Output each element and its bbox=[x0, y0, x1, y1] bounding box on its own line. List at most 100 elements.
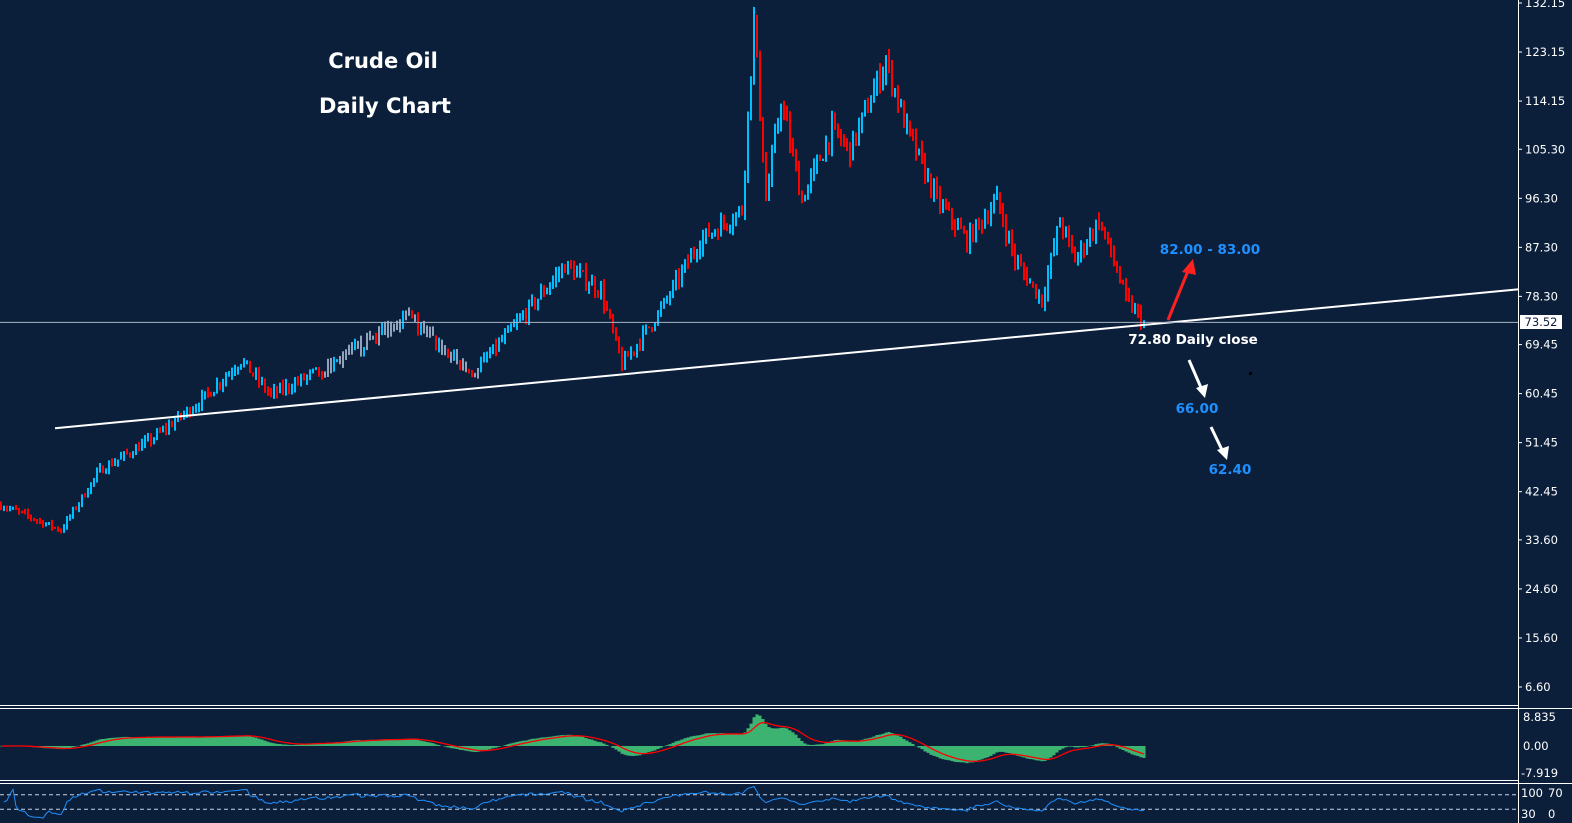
macd-histogram-bar bbox=[905, 740, 909, 746]
macd-histogram-bar bbox=[827, 742, 831, 746]
macd-histogram-bar bbox=[977, 746, 981, 761]
macd-histogram-bar bbox=[251, 737, 255, 746]
macd-histogram-bar bbox=[1115, 746, 1119, 748]
macd-histogram-bar bbox=[209, 736, 213, 746]
macd-histogram-bar bbox=[647, 746, 651, 753]
macd-histogram-bar bbox=[785, 728, 789, 746]
trendline bbox=[54, 288, 1520, 430]
macd-histogram-bar bbox=[179, 736, 183, 746]
macd-histogram-bar bbox=[572, 735, 576, 746]
macd-histogram-bar bbox=[371, 739, 375, 746]
macd-histogram-bar bbox=[128, 736, 132, 746]
macd-histogram-bar bbox=[731, 734, 735, 746]
macd-histogram-bar bbox=[140, 737, 144, 746]
macd-histogram-bar bbox=[449, 746, 453, 749]
macd-histogram-bar bbox=[908, 742, 912, 746]
macd-histogram-bar bbox=[596, 741, 600, 746]
macd-histogram-bar bbox=[512, 742, 516, 746]
macd-histogram-bar bbox=[344, 741, 348, 746]
macd-histogram-bar bbox=[164, 737, 168, 746]
macd-histogram-bar bbox=[1055, 746, 1059, 753]
macd-histogram-bar bbox=[332, 742, 336, 746]
macd-histogram-bar bbox=[617, 746, 621, 752]
macd-histogram-bar bbox=[560, 735, 564, 746]
macd-histogram-bar bbox=[1070, 746, 1074, 747]
macd-histogram-bar bbox=[74, 746, 78, 747]
rsi-tick: 0 bbox=[1548, 807, 1555, 821]
macd-histogram-bar bbox=[917, 746, 921, 748]
macd-histogram-bar bbox=[1082, 746, 1086, 748]
macd-histogram-bar bbox=[911, 743, 915, 746]
macd-histogram-bar bbox=[635, 746, 639, 756]
macd-histogram-bar bbox=[227, 735, 231, 746]
macd-histogram-bar bbox=[338, 742, 342, 746]
macd-histogram-bar bbox=[698, 735, 702, 746]
macd-histogram-bar bbox=[260, 739, 264, 746]
macd-histogram-bar bbox=[503, 745, 507, 746]
macd-histogram-bar bbox=[1067, 746, 1071, 747]
macd-histogram-bar bbox=[956, 746, 960, 763]
price-axis: 132.15 123.15 114.15 105.30 96.30 87.30 78.30 6… bbox=[1518, 0, 1565, 694]
macd-histogram-bar bbox=[821, 744, 825, 746]
macd-histogram-bar bbox=[488, 746, 492, 750]
macd-histogram-bar bbox=[446, 746, 450, 748]
macd-histogram-bar bbox=[929, 746, 933, 755]
macd-histogram-bar bbox=[68, 746, 72, 749]
macd-histogram-bar bbox=[542, 737, 546, 746]
macd-histogram-bar bbox=[491, 746, 495, 749]
macd-histogram-bar bbox=[638, 746, 642, 756]
macd-histogram-bar bbox=[599, 742, 603, 746]
macd-histogram-bar bbox=[884, 732, 888, 746]
annotation-arrows bbox=[1166, 259, 1252, 460]
macd-histogram-bar bbox=[419, 740, 423, 746]
macd-histogram-bar bbox=[104, 738, 108, 746]
macd-histogram-bar bbox=[533, 738, 537, 746]
macd-histogram-bar bbox=[71, 746, 75, 748]
macd-histogram-bar bbox=[107, 738, 111, 746]
macd-histogram-bar bbox=[845, 740, 849, 746]
macd-histogram-bar bbox=[581, 736, 585, 746]
macd-histogram-bar bbox=[254, 737, 258, 746]
macd-histogram-bar bbox=[830, 741, 834, 746]
macd-histogram-bar bbox=[152, 737, 156, 746]
macd-histogram-bar bbox=[968, 746, 972, 763]
macd-histogram-bar bbox=[824, 743, 828, 746]
macd-histogram-bar bbox=[974, 746, 978, 762]
macd-histogram-bar bbox=[770, 728, 774, 746]
macd-histogram-bar bbox=[389, 739, 393, 746]
macd-histogram-bar bbox=[623, 746, 627, 755]
macd-histogram-bar bbox=[83, 744, 87, 746]
macd-histogram-bar bbox=[203, 736, 207, 746]
macd-histogram-bar bbox=[779, 727, 783, 746]
macd-histogram-bar bbox=[692, 735, 696, 746]
macd-histogram-bar bbox=[641, 746, 645, 755]
macd-histogram-bar bbox=[431, 743, 435, 746]
macd-histogram-bar bbox=[932, 746, 936, 756]
macd-histogram-bar bbox=[767, 726, 771, 746]
macd-histogram-bar bbox=[1052, 746, 1056, 756]
macd-histogram-bar bbox=[947, 746, 951, 761]
macd-histogram-bar bbox=[971, 746, 975, 763]
macd-histogram-bar bbox=[269, 742, 273, 746]
macd-histogram-bar bbox=[383, 739, 387, 746]
macd-histogram-bar bbox=[890, 732, 894, 746]
macd-histogram-bar bbox=[407, 738, 411, 746]
macd-histogram-bar bbox=[206, 736, 210, 746]
macd-histogram-bar bbox=[356, 739, 360, 746]
macd-histogram-bar bbox=[713, 733, 717, 746]
macd-histogram-bar bbox=[1043, 746, 1047, 761]
macd-histogram-bar bbox=[614, 746, 618, 750]
macd-histogram-bar bbox=[425, 741, 429, 746]
macd-histogram-bar bbox=[194, 737, 198, 746]
macd-histogram-bar bbox=[146, 736, 150, 746]
arrow-down-2 bbox=[1209, 426, 1225, 453]
macd-histogram-bar bbox=[737, 733, 741, 746]
macd-histogram-bar bbox=[800, 741, 804, 746]
macd-histogram-bar bbox=[305, 744, 309, 746]
current-price-badge bbox=[1520, 315, 1562, 329]
macd-histogram-bar bbox=[329, 742, 333, 746]
chart-title: Crude Oil bbox=[328, 49, 438, 73]
macd-tick: 8.835 bbox=[1523, 710, 1556, 724]
macd-histogram-bar bbox=[119, 737, 123, 746]
